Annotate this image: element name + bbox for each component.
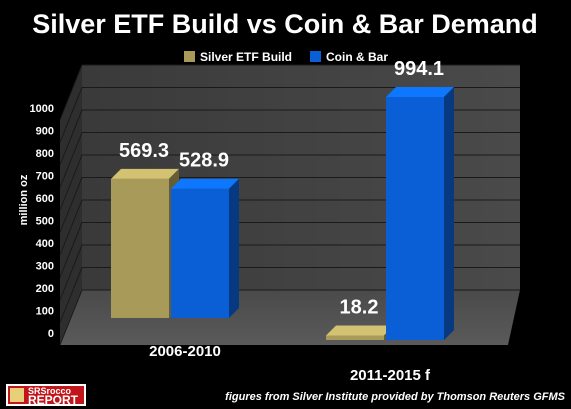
gridline	[59, 154, 520, 211]
gridline	[59, 64, 520, 121]
y-tick-label: 200	[36, 283, 54, 295]
y-tick-label: 700	[36, 171, 54, 183]
y-tick-label: 600	[36, 193, 54, 205]
y-tick-label: 800	[36, 148, 54, 160]
category-labels: 2006-2010 2011-2015 f	[149, 343, 431, 384]
bar-top	[326, 325, 394, 336]
bar-top	[171, 178, 239, 189]
bar	[111, 168, 179, 318]
gridline	[59, 267, 520, 323]
bar-side	[229, 178, 239, 318]
logo-background	[8, 386, 84, 404]
gridline	[59, 222, 520, 278]
gridlines	[59, 64, 520, 346]
bar-side	[444, 86, 454, 341]
y-tick-label: 900	[36, 126, 54, 138]
bars	[111, 86, 454, 341]
logo-coin-icon	[10, 388, 24, 402]
y-axis-label: million oz	[18, 174, 30, 225]
bar	[171, 178, 239, 318]
category-label: 2006-2010	[149, 343, 221, 360]
gridline	[59, 199, 520, 256]
legend-swatch-coin-bar	[310, 51, 321, 62]
logo-text-line2: REPORT	[28, 393, 79, 407]
bar-top	[386, 86, 454, 97]
y-axis-ticks: 0 100 200 300 400 500 600 700 800 900 1000	[30, 103, 54, 340]
legend: Silver ETF Build Coin & Bar	[184, 50, 388, 64]
bar	[386, 86, 454, 341]
bar-front	[386, 96, 444, 341]
data-label: 569.3	[119, 140, 169, 162]
y-tick-label: 400	[36, 238, 54, 250]
bar-front	[326, 335, 384, 340]
category-label: 2011-2015 f	[350, 367, 431, 384]
gridline	[59, 87, 520, 143]
data-label: 994.1	[394, 58, 444, 80]
legend-swatch-etf	[184, 51, 195, 62]
legend-label-coin-bar: Coin & Bar	[326, 50, 388, 64]
y-tick-label: 0	[48, 328, 54, 340]
gridline	[59, 132, 520, 188]
gridline	[59, 109, 520, 166]
bar-front	[111, 178, 169, 318]
bar-front	[171, 188, 229, 318]
logo-text-line1: SRSrocco	[28, 386, 72, 396]
bar	[326, 325, 394, 340]
gridline	[59, 289, 520, 346]
value-labels: 569.3 528.9 18.2 994.1	[119, 58, 444, 319]
gridline	[59, 244, 520, 301]
source-note: figures from Silver Institute provided b…	[225, 391, 565, 403]
y-tick-label: 1000	[30, 103, 54, 115]
logo: SRSrocco REPORT	[6, 384, 86, 407]
data-label: 18.2	[340, 297, 379, 319]
legend-label-etf: Silver ETF Build	[200, 50, 292, 64]
y-tick-label: 500	[36, 216, 54, 228]
data-label: 528.9	[179, 150, 229, 172]
y-tick-label: 100	[36, 306, 54, 318]
gridline	[59, 177, 520, 233]
y-tick-label: 300	[36, 261, 54, 273]
chart-title: Silver ETF Build vs Coin & Bar Demand	[32, 9, 538, 39]
bar-top	[111, 168, 179, 179]
